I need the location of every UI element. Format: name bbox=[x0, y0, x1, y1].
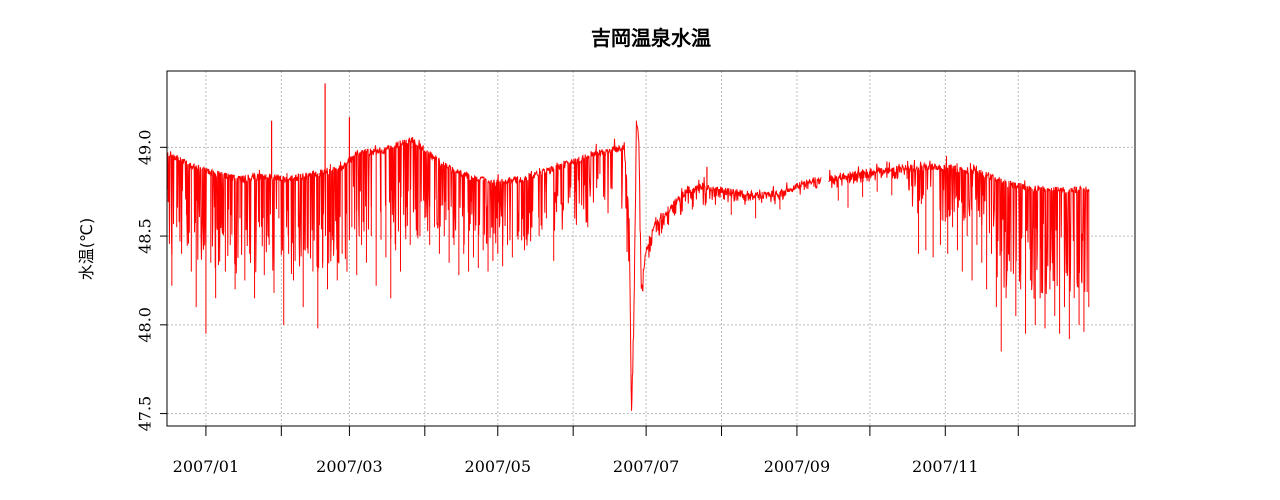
x-tick-label: 2007/01 bbox=[173, 457, 239, 476]
y-tick-label: 49.0 bbox=[136, 130, 155, 166]
x-tick-label: 2007/11 bbox=[912, 457, 978, 476]
temperature-series-line bbox=[166, 120, 1090, 411]
x-tick-label: 2007/03 bbox=[316, 457, 382, 476]
y-tick-label: 48.5 bbox=[136, 218, 155, 254]
chart-title: 吉岡温泉水温 bbox=[591, 26, 711, 50]
x-tick-label: 2007/07 bbox=[613, 457, 679, 476]
y-tick-label: 47.5 bbox=[136, 396, 155, 432]
y-tick-label: 48.0 bbox=[136, 307, 155, 343]
y-axis-label: 水温(℃) bbox=[77, 218, 96, 280]
grid bbox=[167, 71, 1135, 426]
x-tick-label: 2007/05 bbox=[465, 457, 531, 476]
series-layer bbox=[166, 83, 1090, 411]
x-tick-label: 2007/09 bbox=[764, 457, 830, 476]
plot-frame bbox=[166, 70, 1136, 427]
axes: 47.5 48.0 48.5 49.0 2007/01 2007/03 2007/05 200… bbox=[136, 130, 1019, 476]
